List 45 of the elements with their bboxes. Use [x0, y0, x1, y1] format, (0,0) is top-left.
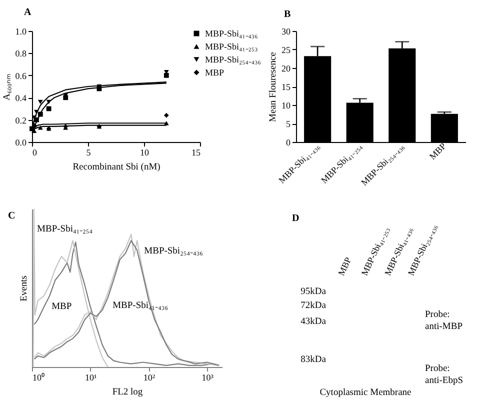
category-label: MBP [336, 256, 354, 278]
legend-label: MBP-Sbi₄₁₋₂₅₃ [205, 42, 258, 52]
series-label: MBP-Sbi₂₅₄₋₄₃₆ [144, 246, 203, 256]
y-axis-title: Mean Flouresence [268, 52, 278, 122]
text: 83kDa [300, 355, 327, 365]
text: 43kDa [300, 317, 327, 327]
text: Probe: anti-EbpS [425, 364, 463, 386]
x-tick-label: 10² [143, 372, 156, 382]
y-tick-label: 5 [286, 119, 291, 129]
x-tick-label: 10 [140, 148, 150, 158]
series-label: MBP-Sbi₄₁₋₂₅₄ [37, 224, 93, 235]
y-axis-title: Events [20, 275, 30, 302]
y-tick-label: 0.2 [15, 115, 26, 126]
series-label: MBP-Sbi₄₁₋₄₃₆ [112, 301, 168, 312]
y-tick-label: 0.6 [15, 70, 27, 81]
x-tick-label: 10³ [202, 372, 214, 382]
y-tick-label: 30 [282, 26, 291, 36]
chart-title: B [284, 9, 291, 20]
x-axis-title: FL2 log [112, 388, 143, 398]
legend-label: MBP [205, 68, 224, 78]
x-tick-label: 0 [32, 148, 38, 158]
text: Probe: anti-MBP [425, 310, 462, 332]
legend-label: MBP-Sbi₄₁₋₄₃₆ [205, 28, 258, 38]
chart-title: A [24, 7, 32, 18]
y-tick-label: 20 [282, 64, 291, 74]
y-tick-label: 25 [282, 45, 291, 55]
y-tick-label: 0.8 [15, 48, 27, 59]
y-tick-label: 10 [282, 100, 291, 110]
legend-label: MBP-Sbi₂₅₄₋₄₃₆ [205, 54, 261, 64]
y-tick-label: 0.0 [15, 138, 27, 148]
x-tick-label: 5 [86, 148, 92, 158]
x-tick-label: 10¹ [85, 372, 98, 382]
y-axis-title: A₆₀₀ₙₘ [2, 74, 12, 100]
text: D [292, 213, 300, 224]
x-axis-title: Recombinant Sbi (nM) [72, 162, 160, 172]
chart-title: C [8, 210, 16, 222]
series-label: MBP [52, 302, 72, 312]
text: 72kDa [300, 301, 327, 311]
x-tick-label: 10⁰ [32, 372, 44, 382]
y-tick-label: 1.0 [15, 26, 27, 36]
y-tick-label: 15 [282, 82, 291, 92]
text: 95kDa [300, 287, 327, 297]
text: Cytoplasmic Membrane [320, 388, 412, 398]
x-tick-label: 15 [192, 148, 201, 158]
y-tick-label: 0.4 [15, 93, 27, 104]
